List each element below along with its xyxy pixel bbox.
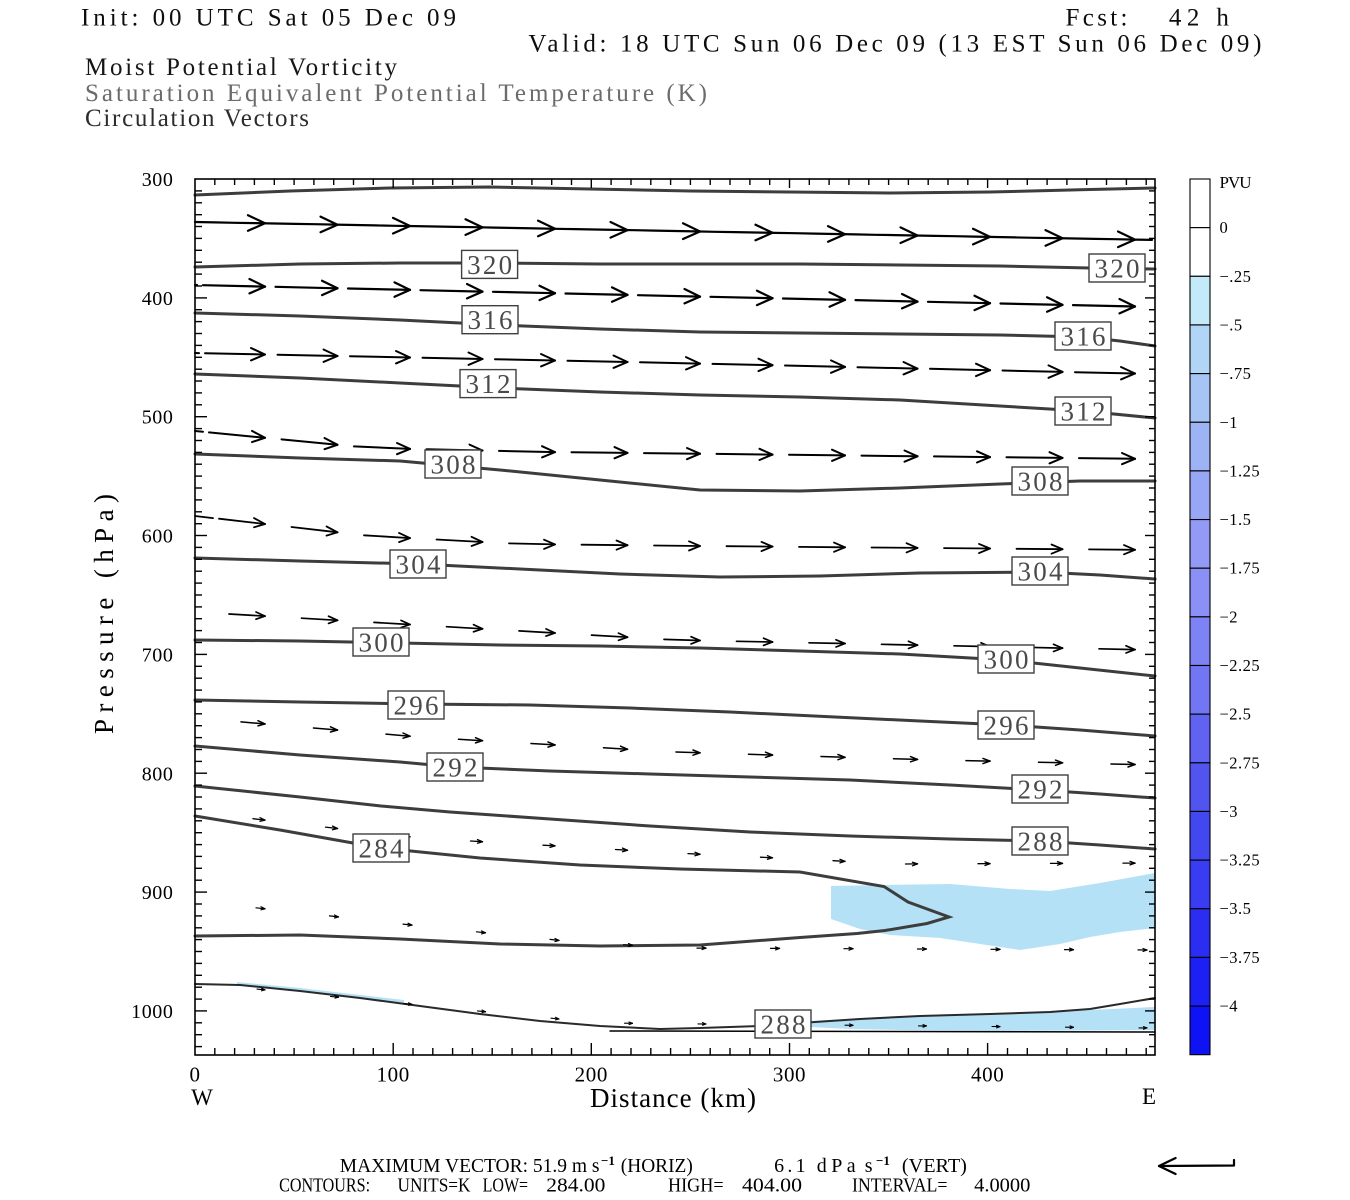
svg-text:600: 600 xyxy=(142,526,174,548)
svg-text:4.0000: 4.0000 xyxy=(974,1175,1030,1197)
svg-text:404.00: 404.00 xyxy=(742,1175,802,1197)
svg-text:0: 0 xyxy=(189,1063,200,1087)
svg-text:300: 300 xyxy=(359,628,404,658)
svg-text:316: 316 xyxy=(468,305,513,335)
svg-text:316: 316 xyxy=(1061,322,1106,352)
svg-text:−1.25: −1.25 xyxy=(1220,461,1261,480)
svg-text:−2.25: −2.25 xyxy=(1220,656,1261,675)
svg-text:W: W xyxy=(191,1085,213,1110)
svg-text:1000: 1000 xyxy=(131,1001,173,1023)
svg-text:304: 304 xyxy=(1018,557,1064,587)
svg-text:−1: −1 xyxy=(876,1153,890,1168)
svg-text:−3.75: −3.75 xyxy=(1220,948,1261,967)
svg-text:284.00: 284.00 xyxy=(546,1175,605,1197)
svg-text:(VERT): (VERT) xyxy=(902,1155,967,1177)
svg-text:−4: −4 xyxy=(1220,997,1239,1016)
svg-text:308: 308 xyxy=(431,450,476,480)
svg-text:320: 320 xyxy=(1095,254,1140,284)
svg-text:−3.25: −3.25 xyxy=(1220,851,1261,870)
svg-text:42 h: 42 h xyxy=(1169,5,1230,32)
svg-text:−1: −1 xyxy=(601,1153,615,1168)
svg-text:LOW=: LOW= xyxy=(483,1175,528,1197)
svg-text:(HORIZ): (HORIZ) xyxy=(621,1155,693,1177)
svg-text:s: s xyxy=(865,1155,873,1177)
svg-text:6.1: 6.1 xyxy=(774,1155,806,1177)
svg-text:INTERVAL=: INTERVAL= xyxy=(852,1175,947,1197)
svg-text:−1.5: −1.5 xyxy=(1220,510,1252,529)
svg-text:304: 304 xyxy=(396,550,442,580)
svg-text:312: 312 xyxy=(466,369,511,399)
svg-text:−2: −2 xyxy=(1220,607,1239,626)
svg-text:MAXIMUM VECTOR: 51.9 m s: MAXIMUM VECTOR: 51.9 m s xyxy=(340,1155,600,1177)
svg-text:Moist Potential Vorticity: Moist Potential Vorticity xyxy=(85,54,398,81)
svg-text:PVU: PVU xyxy=(1220,173,1252,192)
svg-text:dPa: dPa xyxy=(817,1155,856,1177)
svg-text:−2.5: −2.5 xyxy=(1220,705,1252,724)
svg-text:Circulation Vectors: Circulation Vectors xyxy=(85,105,309,132)
svg-text:Fcst:: Fcst: xyxy=(1066,5,1128,32)
svg-text:CONTOURS:: CONTOURS: xyxy=(279,1175,370,1197)
svg-text:300: 300 xyxy=(984,645,1029,675)
svg-text:−3.5: −3.5 xyxy=(1220,899,1252,918)
svg-text:−1.75: −1.75 xyxy=(1220,559,1261,578)
svg-text:UNITS=K: UNITS=K xyxy=(398,1175,471,1197)
svg-text:300: 300 xyxy=(142,169,174,191)
svg-text:292: 292 xyxy=(433,753,478,783)
svg-text:−2.75: −2.75 xyxy=(1220,753,1261,772)
svg-text:−3: −3 xyxy=(1220,802,1239,821)
svg-text:308: 308 xyxy=(1018,467,1063,497)
svg-text:Distance (km): Distance (km) xyxy=(590,1083,756,1113)
svg-text:0: 0 xyxy=(1220,218,1229,237)
svg-text:−.25: −.25 xyxy=(1220,267,1252,286)
svg-text:−.75: −.75 xyxy=(1220,364,1252,383)
svg-text:284: 284 xyxy=(359,834,405,864)
svg-text:Init: 00 UTC Sat 05 Dec 09: Init: 00 UTC Sat 05 Dec 09 xyxy=(81,5,456,32)
svg-text:320: 320 xyxy=(467,250,512,280)
svg-text:HIGH=: HIGH= xyxy=(668,1175,724,1197)
svg-text:E: E xyxy=(1142,1084,1156,1109)
svg-text:200: 200 xyxy=(575,1063,608,1087)
svg-text:288: 288 xyxy=(761,1010,806,1040)
svg-text:100: 100 xyxy=(377,1063,410,1087)
svg-text:296: 296 xyxy=(394,691,439,721)
svg-text:400: 400 xyxy=(142,288,174,310)
svg-text:700: 700 xyxy=(142,644,174,666)
svg-text:500: 500 xyxy=(142,407,174,429)
svg-text:292: 292 xyxy=(1018,775,1063,805)
svg-text:−1: −1 xyxy=(1220,413,1239,432)
svg-text:800: 800 xyxy=(142,763,174,785)
svg-text:−.5: −.5 xyxy=(1220,315,1243,334)
svg-text:312: 312 xyxy=(1061,397,1106,427)
svg-text:Saturation Equivalent Potentia: Saturation Equivalent Potential Temperat… xyxy=(85,80,707,107)
svg-text:296: 296 xyxy=(984,711,1029,741)
svg-text:288: 288 xyxy=(1018,827,1063,857)
svg-text:900: 900 xyxy=(142,882,174,904)
svg-text:300: 300 xyxy=(773,1063,806,1087)
svg-text:400: 400 xyxy=(971,1063,1004,1087)
